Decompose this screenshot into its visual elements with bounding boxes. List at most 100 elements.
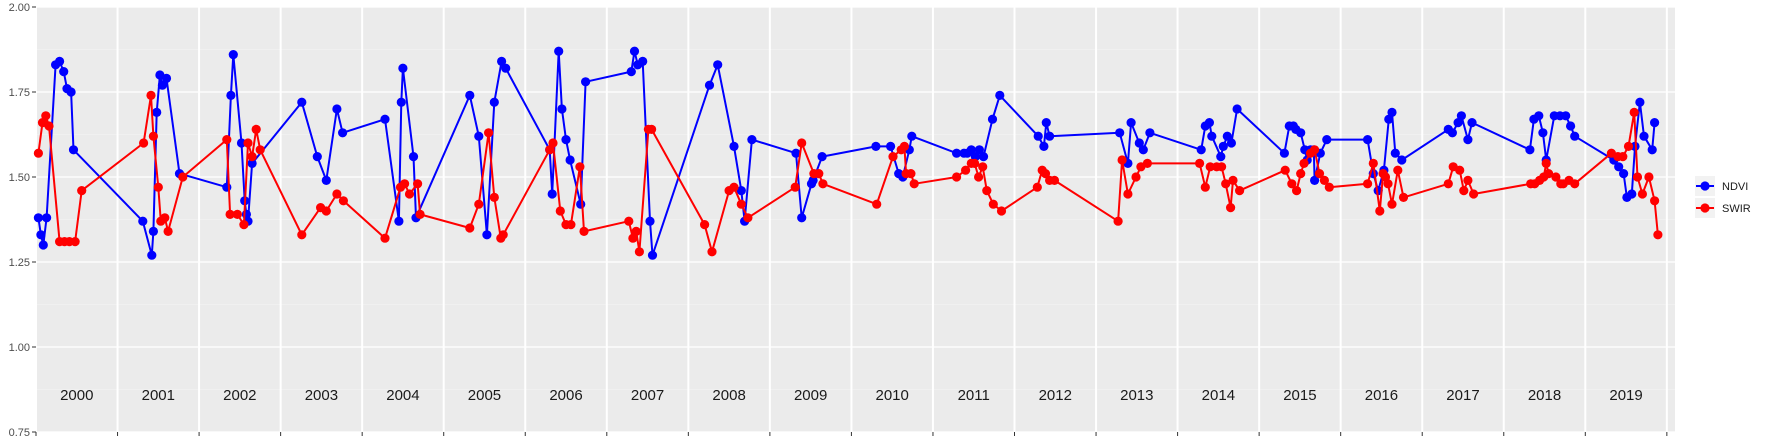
data-point (1627, 189, 1637, 199)
year-label: 2019 (1609, 387, 1642, 404)
data-point (797, 213, 807, 223)
data-point (1145, 128, 1155, 138)
data-point (404, 189, 415, 199)
data-point (226, 90, 236, 100)
data-point (297, 97, 307, 107)
data-point (1204, 118, 1214, 128)
data-point (482, 230, 492, 240)
data-point (138, 216, 148, 226)
data-point (1138, 145, 1148, 155)
data-point (1650, 118, 1660, 128)
data-point (1222, 131, 1232, 141)
year-label: 2001 (142, 387, 175, 404)
legend: NDVI SWIR (1695, 176, 1751, 218)
data-point (484, 128, 494, 138)
data-point (808, 175, 818, 185)
data-point (645, 216, 655, 226)
data-point (1126, 118, 1136, 128)
data-point (1123, 189, 1133, 199)
data-point (1310, 145, 1320, 155)
data-point (1216, 152, 1226, 162)
data-point (77, 186, 87, 196)
data-point (626, 67, 636, 77)
data-point (394, 216, 404, 226)
data-point (704, 80, 715, 90)
year-label: 2010 (876, 387, 909, 404)
data-point (818, 179, 828, 189)
data-point (146, 90, 156, 100)
data-point (152, 107, 162, 117)
data-point (70, 237, 80, 247)
legend-item-swir: SWIR (1695, 198, 1751, 218)
data-point (1032, 182, 1042, 192)
data-point (1623, 141, 1634, 151)
year-label: 2008 (712, 387, 745, 404)
data-point (1566, 121, 1576, 131)
data-point (1443, 179, 1453, 189)
data-point (899, 141, 910, 151)
data-point (548, 138, 558, 148)
year-label: 2002 (223, 387, 256, 404)
data-point (629, 46, 640, 56)
data-point (160, 213, 170, 223)
data-point (1324, 182, 1334, 192)
data-point (631, 226, 641, 236)
data-point (1387, 107, 1397, 117)
data-point (1614, 162, 1624, 172)
year-label: 2016 (1365, 387, 1398, 404)
data-point (790, 182, 800, 192)
data-point (1619, 169, 1629, 179)
data-point (647, 250, 658, 260)
data-point (966, 145, 976, 155)
year-label: 2009 (794, 387, 827, 404)
legend-key-point (1700, 203, 1710, 213)
data-point (978, 162, 988, 172)
data-point (906, 169, 916, 179)
data-point (1456, 111, 1466, 121)
data-point (566, 220, 576, 230)
data-point (1525, 145, 1535, 155)
data-point (1639, 131, 1649, 141)
year-label: 2017 (1446, 387, 1479, 404)
data-point (247, 158, 257, 168)
data-point (1195, 158, 1205, 168)
data-point (1632, 172, 1643, 182)
data-point (797, 138, 807, 148)
data-point (1226, 138, 1236, 148)
data-point (332, 189, 342, 199)
data-point (497, 56, 507, 66)
year-label: 2007 (631, 387, 664, 404)
data-point (147, 250, 157, 260)
data-point (1033, 131, 1043, 141)
y-tick-label: 1.75 (9, 87, 30, 99)
data-point (1561, 111, 1571, 121)
data-point (1570, 179, 1580, 189)
data-point (1650, 196, 1660, 206)
data-point (1322, 135, 1332, 145)
data-point (1235, 186, 1245, 196)
data-point (68, 145, 79, 155)
data-point (1618, 152, 1628, 162)
y-tick-label: 1.00 (9, 342, 30, 354)
data-point (1221, 179, 1231, 189)
data-point (148, 226, 158, 236)
data-point (736, 199, 746, 209)
data-point (791, 148, 801, 158)
data-point (1629, 107, 1639, 117)
data-point (1570, 131, 1580, 141)
data-point (222, 135, 232, 145)
data-point (1538, 128, 1548, 138)
data-point (638, 56, 648, 66)
data-point (400, 179, 410, 189)
data-point (312, 152, 322, 162)
data-point (624, 216, 634, 226)
data-point (1218, 141, 1228, 151)
data-point (1039, 141, 1049, 151)
data-point (161, 73, 172, 83)
data-point (547, 189, 557, 199)
data-point (1397, 155, 1407, 165)
y-tick-label: 2.00 (9, 2, 30, 14)
year-label: 2006 (549, 387, 582, 404)
legend-label: NDVI (1722, 181, 1748, 193)
